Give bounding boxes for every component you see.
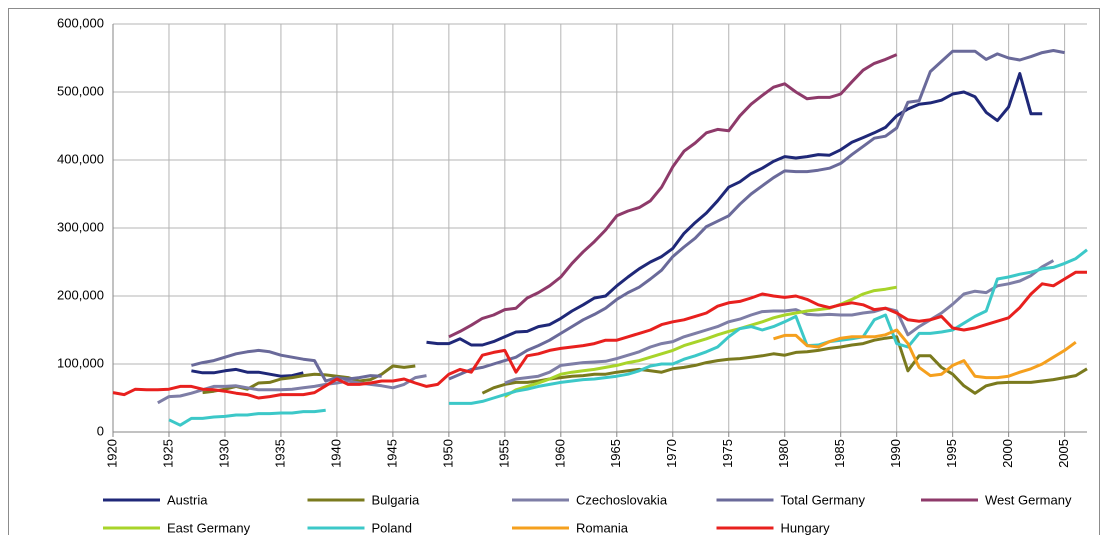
y-tick-label: 300,000 (57, 219, 104, 234)
x-tick-label: 1970 (664, 439, 679, 468)
x-tick-label: 1955 (496, 439, 511, 468)
series-line (112, 270, 1087, 400)
series-line (191, 72, 1043, 378)
legend-label: Romania (576, 520, 629, 535)
legend-label: Czechoslovakia (576, 492, 668, 507)
legend-label: Austria (167, 492, 208, 507)
x-tick-label: 1965 (608, 439, 623, 468)
legend-label: Poland (372, 520, 412, 535)
series-line (448, 53, 898, 339)
y-tick-label: 0 (97, 423, 104, 438)
series-line (773, 328, 1077, 380)
x-tick-label: 2000 (1000, 439, 1015, 468)
y-tick-label: 400,000 (57, 151, 104, 166)
legend-label: West Germany (985, 492, 1072, 507)
legend-label: Total Germany (781, 492, 866, 507)
x-tick-label: 2005 (1056, 439, 1071, 468)
x-tick-label: 1945 (384, 439, 399, 468)
x-tick-label: 1925 (160, 439, 175, 468)
x-tick-label: 1980 (776, 439, 791, 468)
x-tick-label: 1950 (440, 439, 455, 468)
x-tick-label: 1975 (720, 439, 735, 468)
x-tick-label: 1960 (552, 439, 567, 468)
x-tick-label: 1935 (272, 439, 287, 468)
x-tick-label: 1940 (328, 439, 343, 468)
series-line (191, 49, 1065, 383)
legend-label: East Germany (167, 520, 251, 535)
y-tick-label: 100,000 (57, 355, 104, 370)
legend-label: Hungary (781, 520, 831, 535)
x-tick-label: 1990 (888, 439, 903, 468)
legend-label: Bulgaria (372, 492, 420, 507)
chart-frame (8, 8, 1100, 535)
x-tick-label: 1920 (104, 439, 119, 468)
x-tick-label: 1985 (832, 439, 847, 468)
y-tick-label: 600,000 (57, 15, 104, 30)
x-tick-label: 1930 (216, 439, 231, 468)
series-line (168, 248, 1088, 427)
y-tick-label: 200,000 (57, 287, 104, 302)
x-tick-label: 1995 (944, 439, 959, 468)
y-tick-label: 500,000 (57, 83, 104, 98)
